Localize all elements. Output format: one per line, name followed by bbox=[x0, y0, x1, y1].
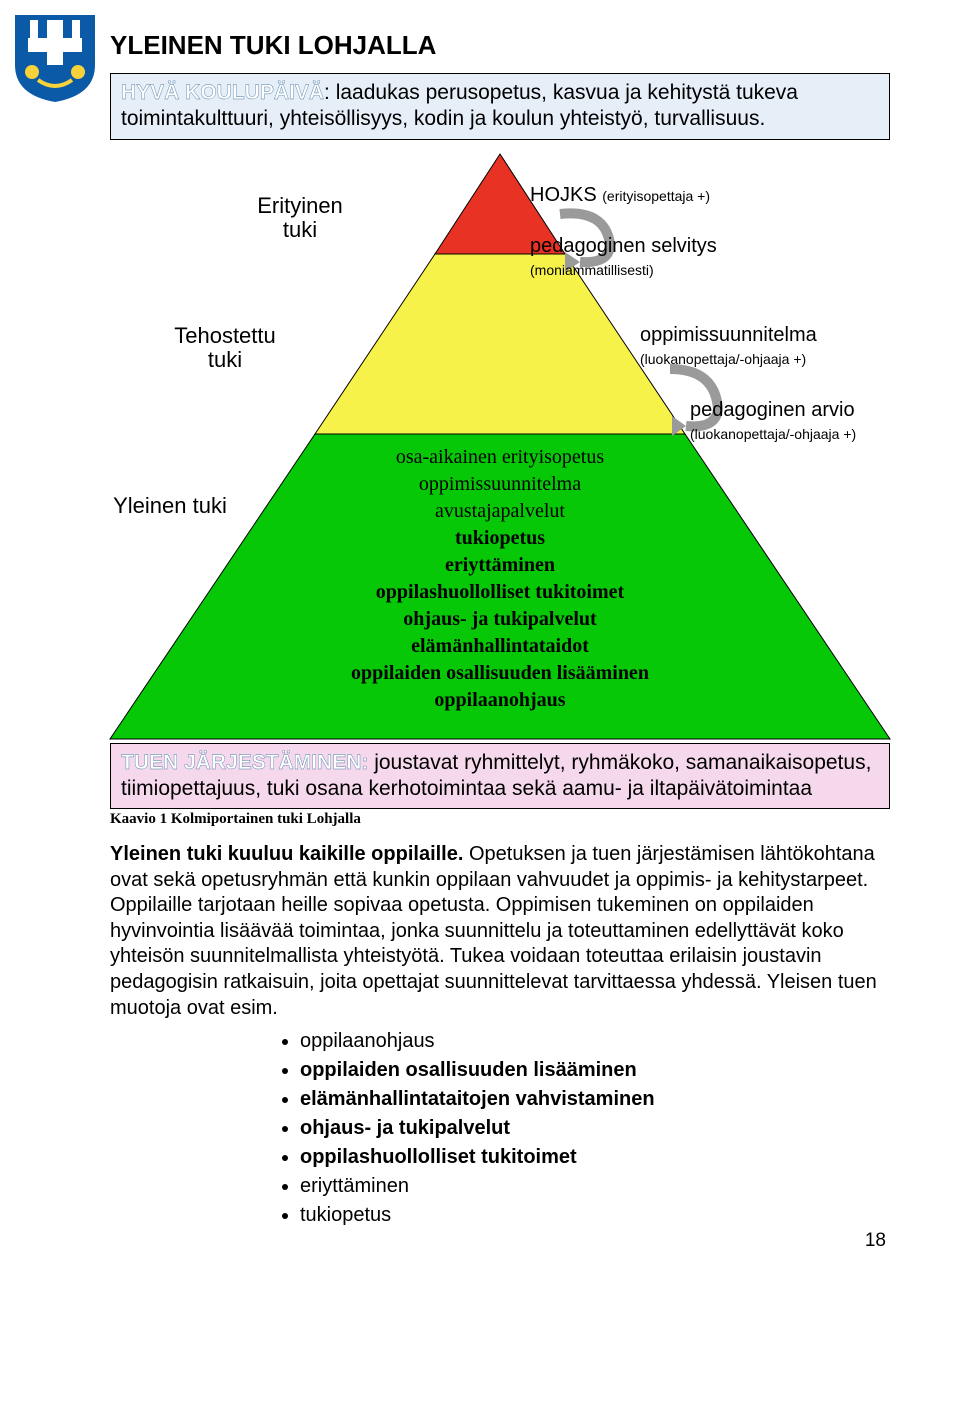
pyramid-tier-text: osa-aikainen erityisopetusoppimissuunnit… bbox=[351, 444, 649, 714]
bullet-item: oppilaiden osallisuuden lisääminen bbox=[300, 1056, 890, 1085]
tier-line: oppilaanohjaus bbox=[351, 687, 649, 714]
right-label-hojks: HOJKS (erityisopettaja +) pedagoginen se… bbox=[530, 184, 760, 281]
right-label-oppimis: oppimissuunnitelma (luokanopettaja/-ohja… bbox=[640, 324, 890, 370]
tier-line: tukiopetus bbox=[351, 525, 649, 552]
box-top-label: HYVÄ KOULUPÄIVÄ bbox=[121, 81, 324, 104]
info-box-top: HYVÄ KOULUPÄIVÄ: laadukas perusopetus, k… bbox=[110, 73, 890, 140]
body-paragraph: Yleinen tuki kuuluu kaikille oppilaille.… bbox=[110, 842, 890, 1021]
bullet-item: eriyttäminen bbox=[300, 1172, 890, 1201]
left-label-erityinen: Erityinen tuki bbox=[250, 194, 350, 242]
bullet-item: tukiopetus bbox=[300, 1201, 890, 1230]
body-lead: Yleinen tuki kuuluu kaikille oppilaille. bbox=[110, 843, 463, 865]
tier-line: oppimissuunnitelma bbox=[351, 471, 649, 498]
left-label-tehostettu: Tehostettu tuki bbox=[170, 324, 280, 372]
info-box-bottom: TUEN JÄRJESTÄMINEN: joustavat ryhmittely… bbox=[110, 743, 890, 810]
bullet-list: oppilaanohjausoppilaiden osallisuuden li… bbox=[300, 1027, 890, 1230]
right-label-arvio: pedagoginen arvio (luokanopettaja/-ohjaa… bbox=[690, 399, 910, 445]
tier-line: elämänhallintataidot bbox=[351, 633, 649, 660]
bullet-item: elämänhallintataitojen vahvistaminen bbox=[300, 1085, 890, 1114]
page-title: YLEINEN TUKI LOHJALLA bbox=[110, 30, 890, 61]
lohja-logo bbox=[10, 10, 100, 105]
bullet-item: oppilashuollolliset tukitoimet bbox=[300, 1143, 890, 1172]
tier-line: oppilaiden osallisuuden lisääminen bbox=[351, 660, 649, 687]
box-bottom-label: TUEN JÄRJESTÄMINEN: bbox=[121, 751, 368, 774]
tier-line: eriyttäminen bbox=[351, 552, 649, 579]
tier-line: oppilashuollolliset tukitoimet bbox=[351, 579, 649, 606]
bullet-item: ohjaus- ja tukipalvelut bbox=[300, 1114, 890, 1143]
figure-caption: Kaavio 1 Kolmiportainen tuki Lohjalla bbox=[110, 811, 890, 828]
tier-line: ohjaus- ja tukipalvelut bbox=[351, 606, 649, 633]
tier-line: avustajapalvelut bbox=[351, 498, 649, 525]
page-number: 18 bbox=[865, 1230, 886, 1252]
tier-line: osa-aikainen erityisopetus bbox=[351, 444, 649, 471]
pyramid-diagram: Erityinen tuki Tehostettu tuki Yleinen t… bbox=[110, 154, 890, 744]
bullet-item: oppilaanohjaus bbox=[300, 1027, 890, 1056]
left-label-yleinen: Yleinen tuki bbox=[110, 494, 230, 518]
body-rest: Opetuksen ja tuen järjestämisen lähtökoh… bbox=[110, 843, 877, 1019]
